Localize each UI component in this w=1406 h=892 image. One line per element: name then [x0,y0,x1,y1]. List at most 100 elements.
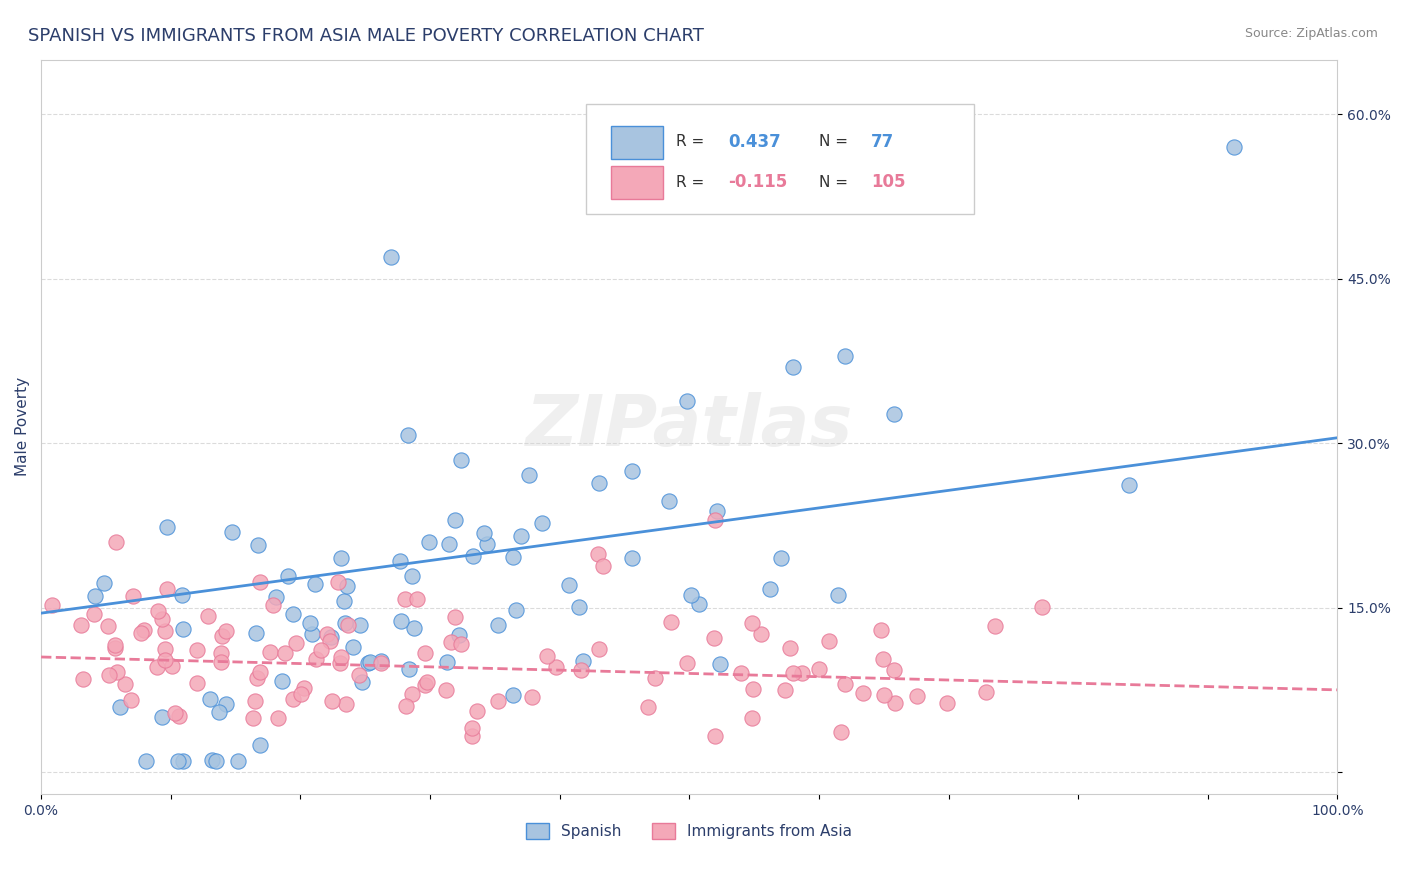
Point [770,551,793,566]
Point [349,618,371,632]
Point [741,615,763,630]
Point [741,711,763,725]
Point [1222,140,1244,154]
Point [170,588,193,602]
Text: 105: 105 [870,173,905,191]
Point [703,632,725,646]
Point [208,705,231,719]
Point [209,646,232,660]
Point [299,616,322,631]
Text: N =: N = [818,175,853,190]
Point [329,656,352,670]
Point [974,685,997,699]
Point [215,697,238,711]
Point [517,468,540,483]
Point [83,589,105,603]
Point [186,643,208,657]
Point [316,626,339,640]
Text: 0.437: 0.437 [728,133,780,151]
Point [592,558,614,573]
Point [509,529,531,543]
Point [444,513,467,527]
Point [156,582,179,596]
Point [405,592,427,607]
Point [834,349,856,363]
Point [502,550,524,565]
Point [935,696,957,710]
Point [201,753,224,767]
FancyBboxPatch shape [585,103,974,214]
Point [105,665,128,680]
Point [301,627,323,641]
Point [830,724,852,739]
Point [342,640,364,654]
Point [905,690,928,704]
Point [266,591,288,605]
Point [637,700,659,714]
Point [401,568,423,582]
Point [197,608,219,623]
Point [782,666,804,681]
Point [283,692,305,706]
Point [394,592,416,607]
Point [304,652,326,666]
Point [98,667,121,681]
Point [675,394,697,409]
Point [267,711,290,725]
Point [1031,599,1053,614]
Point [214,624,236,639]
Point [333,594,356,608]
Point [121,589,143,603]
Point [620,550,643,565]
Point [520,690,543,705]
Point [444,610,467,624]
Point [657,494,679,508]
Point [621,464,644,478]
Point [304,577,326,591]
Point [883,696,905,710]
Point [782,359,804,374]
Point [198,692,221,706]
Point [370,654,392,668]
Point [704,513,727,527]
Point [259,645,281,659]
Point [659,615,682,630]
Point [434,682,457,697]
Point [502,688,524,702]
Point [675,657,697,671]
Point [162,658,184,673]
Point [463,549,485,563]
Point [104,640,127,655]
Point [436,655,458,669]
Point [328,574,350,589]
Point [883,407,905,421]
Point [249,665,271,679]
Point [242,711,264,725]
Point [742,681,765,696]
FancyBboxPatch shape [612,126,664,159]
Point [749,627,772,641]
Point [245,693,267,707]
Point [41,599,63,613]
Point [150,710,173,724]
Point [246,671,269,685]
Point [486,618,509,632]
Legend: Spanish, Immigrants from Asia: Spanish, Immigrants from Asia [520,817,859,845]
Text: R =: R = [676,175,710,190]
Point [172,622,194,636]
Point [568,600,591,615]
Point [284,636,307,650]
Point [872,652,894,666]
Text: ZIPatlas: ZIPatlas [526,392,853,461]
Point [209,655,232,669]
Point [439,536,461,550]
Point [449,628,471,642]
Point [152,612,174,626]
Point [730,666,752,681]
Point [388,554,411,568]
Point [319,630,342,644]
Text: R =: R = [676,135,710,149]
Point [349,667,371,681]
Point [440,634,463,648]
Point [779,640,801,655]
